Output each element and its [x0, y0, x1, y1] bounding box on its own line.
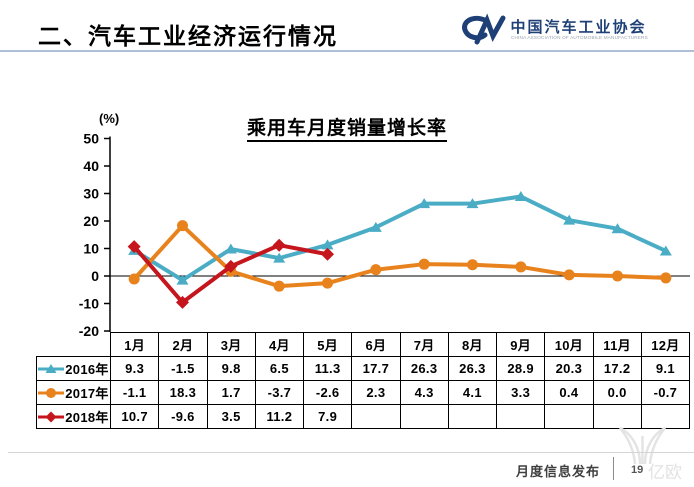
footer-separator	[613, 457, 614, 480]
value-cell: 1.7	[206, 380, 256, 405]
org-logo: 中国汽车工业协会 CHINA ASSOCIATION OF AUTOMOBILE…	[460, 13, 686, 47]
value-cell: 26.3	[399, 356, 449, 381]
y-axis-unit-label: (%)	[99, 111, 120, 126]
value-cell: 9.8	[206, 356, 256, 381]
month-header-cell: 5月	[302, 332, 353, 357]
value-cell: 0.0	[592, 380, 642, 405]
table-month-header-row: 1月 2月 3月 4月 5月 6月 7月 8月 9月 10月 11月 12月	[37, 332, 691, 357]
legend-cell: 2016年	[36, 356, 111, 381]
svg-text:40: 40	[83, 158, 99, 174]
value-cell: 28.9	[495, 356, 546, 381]
value-cell	[447, 404, 498, 429]
month-header-cell: 8月	[447, 332, 498, 357]
page-number: 19	[631, 464, 644, 476]
value-cell	[495, 404, 546, 429]
svg-text:0: 0	[91, 268, 99, 284]
value-cell: 7.9	[302, 404, 353, 429]
value-cell: 17.7	[351, 356, 401, 381]
legend-marker-icon	[38, 387, 65, 398]
value-cell: 20.3	[544, 356, 594, 381]
value-cell	[399, 404, 449, 429]
watermark-text: 亿欧	[648, 463, 682, 482]
legend-cell: 2018年	[36, 404, 111, 429]
value-cell: 9.1	[640, 356, 691, 381]
value-cell: 26.3	[447, 356, 498, 381]
legend-marker-icon	[38, 363, 65, 373]
value-cell: 10.7	[109, 404, 160, 429]
value-cell: -1.1	[109, 380, 160, 405]
legend-cell: 2017年	[36, 380, 111, 405]
legend-label: 2017年	[65, 386, 109, 401]
table-corner-cell	[37, 333, 111, 357]
value-cell: 18.3	[158, 380, 208, 405]
value-cell: 6.5	[254, 356, 305, 381]
org-logo-text: 中国汽车工业协会 CHINA ASSOCIATION OF AUTOMOBILE…	[511, 19, 686, 42]
footer-label: 月度信息发布	[516, 464, 601, 479]
value-cell: -9.6	[158, 404, 208, 429]
month-header-cell: 3月	[206, 332, 256, 357]
caam-monogram-icon	[461, 13, 506, 45]
month-header-cell: 4月	[254, 332, 305, 357]
value-cell: -2.6	[302, 380, 353, 405]
value-cell: 4.1	[447, 380, 498, 405]
value-cell: 11.3	[302, 356, 353, 381]
table-row-2018: 2018年 10.7 -9.6 3.5 11.2 7.9	[36, 404, 691, 429]
month-header-cell: 12月	[640, 332, 691, 357]
value-cell	[544, 404, 594, 429]
value-cell: -3.7	[254, 380, 305, 405]
org-name-en: CHINA ASSOCIATION OF AUTOMOBILE MANUFACT…	[510, 35, 648, 41]
svg-text:30: 30	[83, 186, 99, 202]
table-row-2016: 2016年 9.3 -1.5 9.8 6.5 11.3 17.7 26.3 26.3 28.9 20…	[36, 356, 691, 381]
value-cell: 3.3	[495, 380, 546, 405]
month-header-cell: 1月	[109, 332, 160, 357]
value-cell: 2.3	[351, 380, 401, 405]
legend-label: 2018年	[65, 410, 109, 425]
header-rule	[0, 50, 694, 52]
month-header-cell: 2月	[158, 332, 208, 357]
svg-text:-10: -10	[79, 296, 99, 312]
org-name: 中国汽车工业协会	[510, 18, 647, 36]
value-cell: 17.2	[592, 356, 642, 381]
value-cell: 4.3	[399, 380, 449, 405]
month-header-cell: 9月	[495, 332, 546, 357]
footer-divider	[8, 452, 694, 453]
value-cell	[592, 404, 642, 429]
legend-label: 2016年	[65, 362, 109, 377]
value-cell	[351, 404, 401, 429]
value-cell: 3.5	[206, 404, 256, 429]
value-cell	[640, 404, 691, 429]
month-header-cell: 6月	[351, 332, 401, 357]
chart-title: 乘用车月度销量增长率	[0, 113, 694, 142]
month-header-cell: 7月	[399, 332, 449, 357]
value-cell: 11.2	[254, 404, 305, 429]
value-cell: -1.5	[158, 356, 208, 381]
month-header-cell: 11月	[592, 332, 642, 357]
value-cell: 9.3	[109, 356, 160, 381]
svg-text:10: 10	[83, 241, 99, 257]
svg-text:20: 20	[83, 213, 99, 229]
value-cell: -0.7	[640, 380, 691, 405]
table-row-2017: 2017年 -1.1 18.3 1.7 -3.7 -2.6 2.3 4.3 4.1 3.3 0.4 0…	[36, 380, 691, 405]
page-title: 二、汽车工业经济运行情况	[38, 23, 338, 49]
month-header-cell: 10月	[544, 332, 594, 357]
value-cell: 0.4	[544, 380, 594, 405]
data-table: 1月 2月 3月 4月 5月 6月 7月 8月 9月 10月 11月 12月 2016年 9.3 -1.5 9…	[36, 332, 691, 429]
legend-marker-icon	[38, 411, 65, 422]
